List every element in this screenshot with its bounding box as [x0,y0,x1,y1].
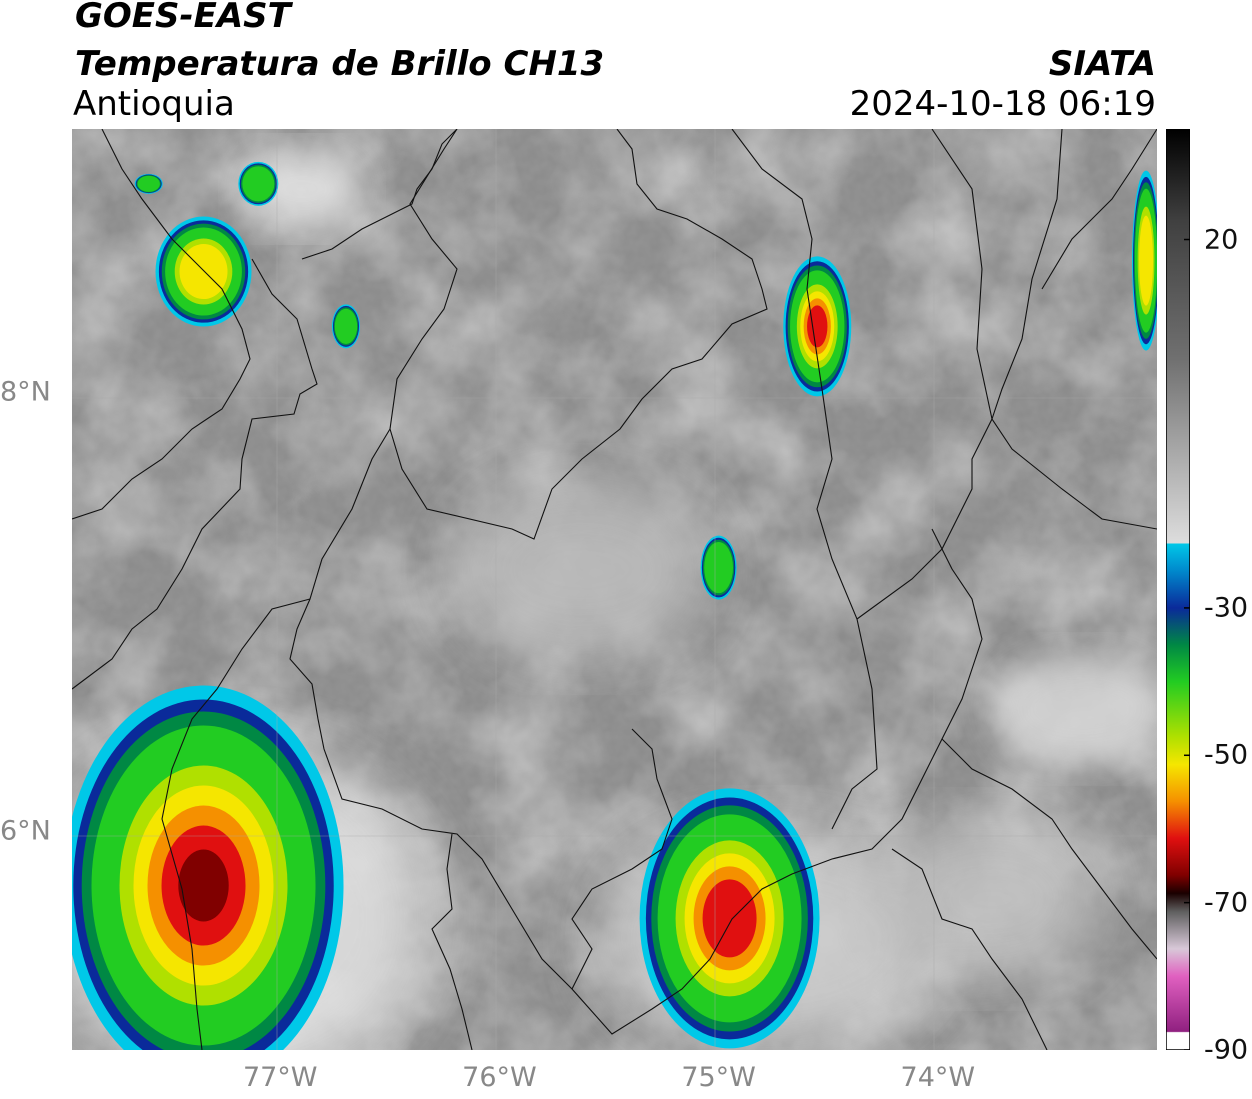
colorbar-tick-label: -30 [1204,592,1249,624]
colorbar-tick-label: 20 [1204,224,1239,256]
storm-contour [807,305,828,348]
uraba-coast [71,258,318,690]
x-tick-label: 75°W [681,1062,756,1093]
antioquia-boundary [389,128,768,540]
storm-contour [179,244,228,300]
warm-cloud-southeast [882,819,1102,979]
colorbar-tick-label: -90 [1204,1034,1249,1066]
cesar-boundary [991,128,1158,530]
colorbar-fill [1165,128,1191,1051]
storm-contour [178,849,229,922]
colorbar-tick-label: -50 [1204,739,1249,771]
datetime-label: 2024-10-18 06:19 [849,84,1156,124]
satellite-title: GOES-EAST [75,0,291,36]
storm-cell-northwest-gulf [155,216,252,327]
colorbar-tick-label: -70 [1204,887,1249,919]
santander-boundary [856,128,993,620]
tolima-boundary [891,848,1048,1051]
storm-contour [242,166,275,202]
storm-cell-uraba-coast [331,304,360,349]
y-tick-label: 6°N [0,815,51,847]
x-tick-label: 76°W [462,1062,537,1093]
gulf-coast-north [301,128,458,260]
storm-contour [137,175,160,192]
bolivar-boundary [731,128,878,830]
storm-contour [1139,215,1154,306]
organization-label: SIATA [1048,44,1156,84]
x-tick-label: 74°W [900,1062,976,1093]
storm-contour [334,308,358,344]
choco-boundary [161,598,311,1051]
satellite-map [52,128,1172,1089]
warm-cloud-east [992,654,1172,764]
storm-cell-south-central [639,788,820,1049]
caldas-boundary [571,728,673,990]
storm-cell-northeast [783,256,852,397]
boundaries [71,128,1158,1051]
east-coastline [1041,128,1158,290]
storm-contour [704,541,734,594]
y-tick-label: 8°N [0,376,51,408]
region-label: Antioquia [73,84,235,124]
valle-boundary [431,833,473,1051]
storm-cell-central [700,535,737,600]
cundinamarca-boundary [941,738,1158,960]
storm-cell-northwest-small [134,173,163,194]
storm-cell-northwest-tiny [238,161,279,206]
storm-cell-east-edge [1132,170,1161,351]
colorbar [1165,128,1191,1051]
panama-border [71,128,251,520]
colorbar-scale [1165,128,1191,1051]
antioquia-south-boundary [289,428,983,1035]
warm-cloud-center [452,479,712,659]
storm-contour [702,879,757,958]
grid-lines [72,129,1157,1050]
x-tick-label: 77°W [242,1062,318,1093]
storm-cells [63,161,1161,1086]
product-title: Temperatura de Brillo CH13 [75,44,605,84]
map-canvas [52,128,1172,1089]
storm-cell-southwest-complex [63,685,344,1086]
